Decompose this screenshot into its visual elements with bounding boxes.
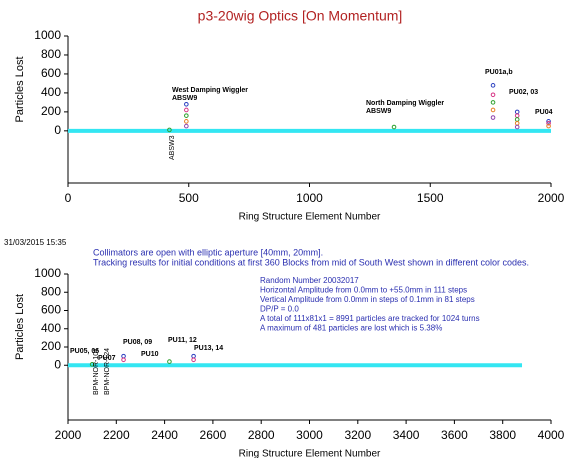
x-tick-label: 2600 <box>200 428 227 442</box>
annotation: ABSW3 <box>169 135 176 160</box>
annotation: PU10 <box>141 351 159 358</box>
chart-title: p3-20wig Optics [On Momentum] <box>198 8 403 24</box>
x-axis-label: Ring Structure Element Number <box>239 449 381 458</box>
y-tick-label: 200 <box>41 339 61 353</box>
loss-point <box>121 353 126 359</box>
annotation: North Damping Wiggler <box>366 100 444 107</box>
loss-point <box>490 83 496 88</box>
note: Tracking results for initial conditions … <box>93 257 529 267</box>
x-tick-label: 1000 <box>296 191 323 205</box>
loss-point <box>191 353 196 359</box>
annotation: ABSW9 <box>366 108 391 115</box>
y-tick-label: 600 <box>41 66 61 80</box>
annotation: BPM-NOR-101 <box>93 348 100 395</box>
y-tick-label: 200 <box>41 104 61 118</box>
loss-point <box>184 123 189 129</box>
y-tick-label: 1000 <box>34 266 61 280</box>
y-tick-label: 0 <box>54 357 61 371</box>
info-line: A maximum of 481 particles are lost whic… <box>260 324 442 333</box>
loss-point <box>167 127 172 133</box>
annotation: PU01a,b <box>485 69 513 76</box>
x-tick-label: 1500 <box>417 191 444 205</box>
x-tick-label: 2400 <box>151 428 178 442</box>
y-axis-label: Particles Lost <box>14 294 26 360</box>
x-tick-label: 2000 <box>55 428 82 442</box>
loss-point <box>184 101 189 107</box>
loss-point <box>184 119 189 124</box>
x-tick-label: 4000 <box>538 428 565 442</box>
x-tick-label: 3000 <box>296 428 323 442</box>
y-tick-label: 0 <box>54 123 61 137</box>
x-tick-label: 3800 <box>489 428 516 442</box>
info-line: Horizontal Amplitude from 0.0mm to +55.0… <box>260 286 467 295</box>
annotation: ABSW9 <box>172 95 197 102</box>
loss-point <box>184 113 189 118</box>
y-tick-label: 600 <box>41 303 61 317</box>
loss-point <box>490 115 496 120</box>
info-line: Vertical Amplitude from 0.0mm in steps o… <box>260 295 475 304</box>
annotation: BPM-NOR-124 <box>104 348 111 395</box>
y-tick-label: 800 <box>41 284 61 298</box>
loss-point <box>89 362 95 367</box>
info-line: A total of 111x81x1 = 8991 particles are… <box>260 314 480 323</box>
loss-point <box>490 107 496 113</box>
y-tick-label: 400 <box>41 85 61 99</box>
loss-point <box>191 357 196 363</box>
annotation: PU08, 09 <box>123 339 152 346</box>
x-axis-label: Ring Structure Element Number <box>239 212 381 223</box>
loss-point <box>391 124 397 130</box>
y-tick-label: 800 <box>41 47 61 61</box>
annotation: PU02, 03 <box>509 89 538 96</box>
x-tick-label: 0 <box>65 191 72 205</box>
loss-point <box>514 113 520 118</box>
loss-point <box>514 109 520 115</box>
y-tick-label: 1000 <box>34 28 61 42</box>
loss-point <box>514 120 520 126</box>
annotation: PU05, 06 <box>70 348 99 355</box>
loss-point <box>121 357 126 363</box>
y-tick-label: 400 <box>41 321 61 335</box>
annotation: PU04 <box>535 109 553 116</box>
y-axis-label: Particles Lost <box>14 56 26 122</box>
info-line: DP/P = 0.0 <box>260 305 299 314</box>
loss-point <box>167 359 172 364</box>
timestamp: 31/03/2015 15:35 <box>4 238 67 247</box>
x-tick-label: 3600 <box>441 428 468 442</box>
annotation: PU07 <box>98 355 116 362</box>
x-tick-label: 500 <box>179 191 199 205</box>
loss-point <box>546 123 551 129</box>
loss-point <box>546 120 551 126</box>
note: Collimators are open with elliptic apert… <box>93 247 323 257</box>
loss-point <box>514 117 520 122</box>
x-tick-label: 3400 <box>393 428 420 442</box>
loss-point <box>546 119 551 124</box>
annotation: PU11, 12 <box>168 337 197 344</box>
x-tick-label: 3200 <box>344 428 371 442</box>
loss-point <box>490 92 496 98</box>
x-tick-label: 2800 <box>248 428 275 442</box>
info-line: Random Number 20032017 <box>260 276 359 285</box>
loss-point <box>490 100 496 105</box>
annotation: PU13, 14 <box>194 345 223 352</box>
annotation: West Damping Wiggler <box>172 87 248 94</box>
x-tick-label: 2000 <box>538 191 565 205</box>
x-tick-label: 2200 <box>103 428 130 442</box>
loss-point <box>184 107 189 113</box>
loss-point <box>514 124 520 130</box>
